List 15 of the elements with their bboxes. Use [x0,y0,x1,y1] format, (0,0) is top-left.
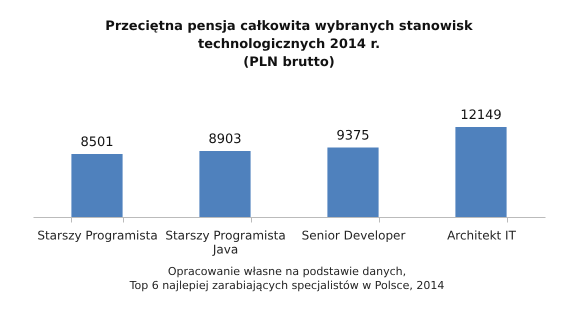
data-label: 12149 [460,108,502,123]
bar [71,154,123,217]
text: Opracowanie własne na podstawie danych, [166,265,408,279]
x-tick-label: Starszy Programista [37,228,158,242]
data-label: 8501 [80,135,114,150]
text: Top 6 najlepiej zarabiających specjalistów w Polsce, 2014 [128,279,446,293]
data-label: 9375 [336,128,370,144]
x-tick-label: Architekt IT [447,228,517,242]
chart-title: Przeciętna pensja całkowita wybranych stanowisk technologicznych 2014 r. (PLN brutto) [105,19,474,70]
x-tick-label: Starszy Programista Java [165,228,286,256]
bar [327,148,379,217]
bar [455,127,507,217]
data-label: 8903 [208,132,242,148]
bar [199,151,251,217]
x-tick-label: Senior Developer [302,228,406,242]
